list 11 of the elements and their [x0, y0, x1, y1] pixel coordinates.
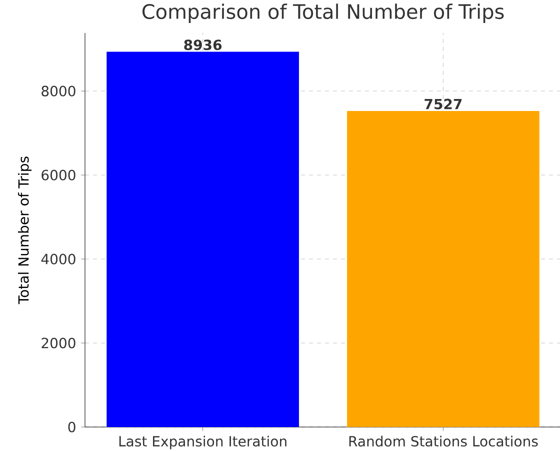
- data-label: 8936: [184, 40, 222, 50]
- y-tick-label: 0: [68, 422, 76, 432]
- y-tick-label: 8000: [42, 86, 76, 96]
- y-tick-label: 4000: [41, 254, 76, 264]
- chart-title: Comparison of Total Number of Trips: [142, 4, 504, 23]
- y-axis-title: Total Number of Trips: [18, 156, 32, 304]
- data-label: 7527: [424, 98, 462, 110]
- x-tick-label: Last Expansion Iteration: [119, 436, 286, 450]
- y-tick-label: 6000: [42, 170, 76, 180]
- y-tick-label: 2000: [42, 338, 76, 348]
- x-tick-label: Random Stations Locations: [349, 436, 538, 447]
